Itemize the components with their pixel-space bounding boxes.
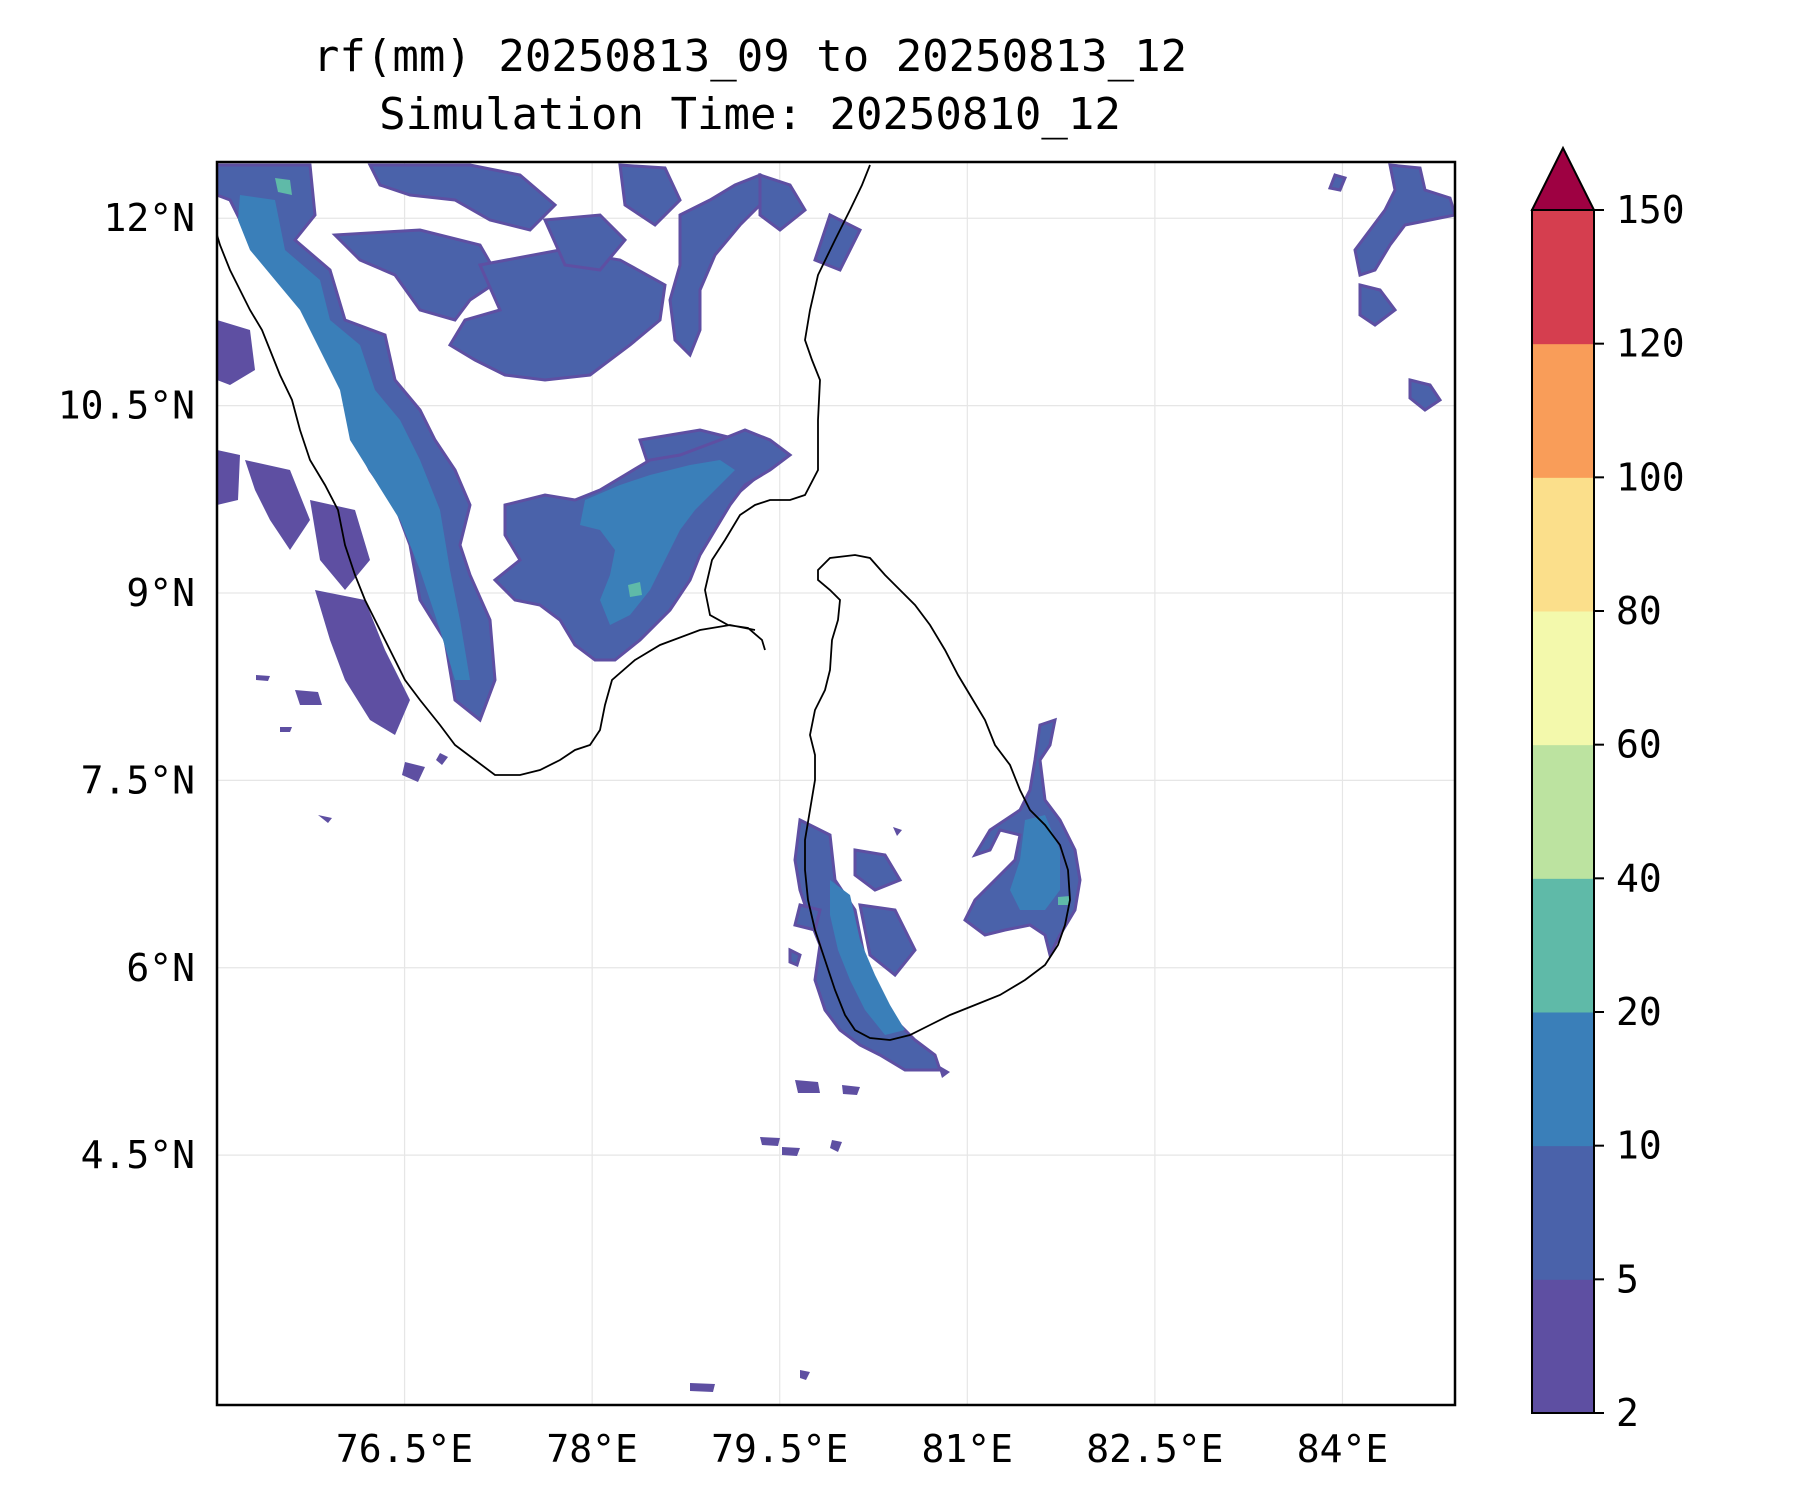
colorbar-tick-label: 10 [1616, 1124, 1662, 1168]
y-tick-label: 12°N [103, 196, 195, 240]
coastline-sri-lanka [804, 554, 1071, 1041]
rain-patch-sl-inland [788, 848, 917, 978]
x-tick-label: 84°E [1297, 1427, 1389, 1471]
rain-patches-isolated [256, 675, 950, 1392]
colorbar-segment [1532, 1279, 1594, 1414]
x-tick-label: 79.5°E [711, 1427, 848, 1471]
colorbar-extend-arrow [1530, 145, 1596, 211]
colorbar-tick-label: 150 [1616, 188, 1685, 232]
x-tick-label: 78°E [546, 1427, 638, 1471]
rain-patch-tn-5 [668, 172, 767, 358]
x-axis: 76.5°E 78°E 79.5°E 81°E 82.5°E 84°E [336, 1427, 1388, 1471]
colorbar-segment [1532, 1145, 1594, 1280]
rain-patch-bay-ne [1353, 163, 1455, 277]
rain-patch-bay-ne-2 [1327, 173, 1443, 412]
rain-patch-tn-1 [331, 228, 502, 322]
rain-patch-palk-core [580, 460, 735, 625]
y-tick-label: 4.5°N [81, 1133, 195, 1177]
rain-patch-sl-east-core [1010, 815, 1060, 910]
y-tick-label: 7.5°N [81, 758, 195, 802]
x-tick-label: 76.5°E [336, 1427, 473, 1471]
x-tick-label: 81°E [922, 1427, 1014, 1471]
colorbar-segment [1532, 878, 1594, 1013]
colorbar-frame [1531, 209, 1595, 1414]
colorbar-segment [1532, 1012, 1594, 1147]
colorbar-tick-label: 20 [1616, 990, 1662, 1034]
colorbar-tick-label: 2 [1616, 1391, 1639, 1435]
plot-background [217, 162, 1455, 1405]
plot-frame [215, 160, 1457, 1407]
colorbar-tick-label: 5 [1616, 1257, 1639, 1301]
y-tick-label: 10.5°N [58, 384, 195, 428]
map-title: rf(mm) 20250813_09 to 20250813_12 Simula… [0, 28, 1500, 144]
rain-patch-teal-palk [628, 582, 642, 597]
title-line-1: rf(mm) 20250813_09 to 20250813_12 [312, 31, 1188, 82]
rain-patch-kerala-core [238, 195, 470, 680]
coastlines [217, 164, 1071, 1041]
colorbar-tick-label: 80 [1616, 589, 1662, 633]
rain-patch-kerala-coast [217, 320, 410, 735]
rain-patch-teal-sl [1058, 896, 1070, 905]
y-tick-label: 6°N [126, 946, 195, 990]
rain-patch-tn-3 [447, 248, 667, 382]
rain-patch-teal-north [275, 178, 292, 195]
colorbar-tick-label: 60 [1616, 723, 1662, 767]
colorbar-tick-label: 120 [1616, 322, 1685, 366]
colorbar-segment [1532, 744, 1594, 879]
colorbar-tick-label: 40 [1616, 856, 1662, 900]
rainfall-field [217, 163, 1455, 1392]
title-line-2: Simulation Time: 20250810_12 [379, 89, 1121, 140]
colorbar: 2 5 10 20 40 60 80 100 120 150 [1530, 145, 1685, 1435]
y-tick-label: 9°N [126, 571, 195, 615]
y-axis: 12°N 10.5°N 9°N 7.5°N 6°N 4.5°N [58, 196, 195, 1177]
rain-patch-sl-west-core [830, 880, 905, 1035]
rain-patch-tn-4 [542, 163, 682, 272]
rain-patch-tn-7 [758, 172, 863, 272]
x-tick-label: 82.5°E [1086, 1427, 1223, 1471]
colorbar-segment [1532, 343, 1594, 478]
colorbar-segment [1532, 611, 1594, 746]
coastline-india [217, 164, 871, 776]
rain-patch-tn-2 [367, 163, 558, 232]
colorbar-segment [1532, 477, 1594, 612]
colorbar-segment [1532, 210, 1594, 345]
colorbar-tick-label: 100 [1616, 455, 1685, 499]
